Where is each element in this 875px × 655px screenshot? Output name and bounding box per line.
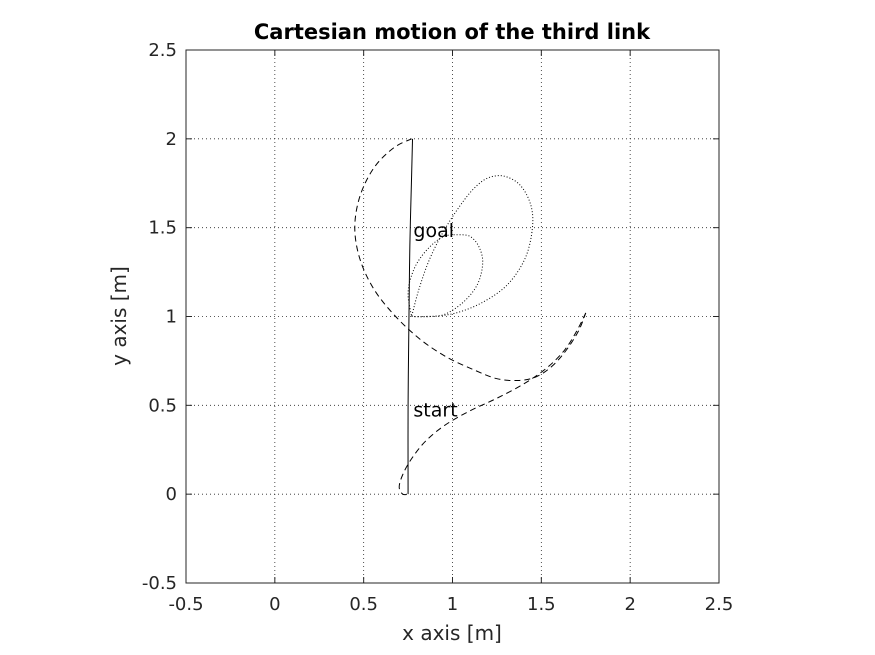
annotation-goal: goal	[413, 220, 454, 242]
chart-title: Cartesian motion of the third link	[254, 20, 651, 44]
x-tick-label: 1	[447, 594, 458, 615]
y-tick-label: 2.5	[148, 40, 177, 61]
x-tick-label: 2	[624, 594, 635, 615]
y-tick-label: 0.5	[148, 395, 177, 416]
x-tick-label: -0.5	[168, 594, 203, 615]
y-tick-label: 2	[166, 129, 177, 150]
x-tick-label: 2.5	[705, 594, 734, 615]
tick-group: -0.5 0 0.5 1 1.5 2 2.5 -0.5 0 0.5 1 1.5 2 2.5	[142, 40, 733, 615]
data-series-group	[354, 138, 587, 496]
series-line-dotted	[411, 175, 534, 318]
annotation-group: goal start	[413, 220, 457, 421]
y-tick-label: 1.5	[148, 218, 177, 239]
annotation-start: start	[413, 400, 457, 422]
grid-lines	[186, 50, 719, 583]
y-tick-label: -0.5	[142, 573, 177, 594]
x-axis-label: x axis [m]	[402, 621, 502, 645]
series-line-dotted	[407, 234, 484, 318]
x-tick-label: 0.5	[349, 594, 378, 615]
series-line-dashed	[354, 138, 587, 382]
series-line-solid	[407, 138, 414, 495]
y-tick-label: 0	[166, 484, 177, 505]
x-tick-label: 0	[269, 594, 280, 615]
series-line-dashed	[398, 312, 587, 496]
x-tick-label: 1.5	[527, 594, 556, 615]
y-axis-label: y axis [m]	[107, 266, 131, 366]
y-tick-label: 1	[166, 307, 177, 328]
